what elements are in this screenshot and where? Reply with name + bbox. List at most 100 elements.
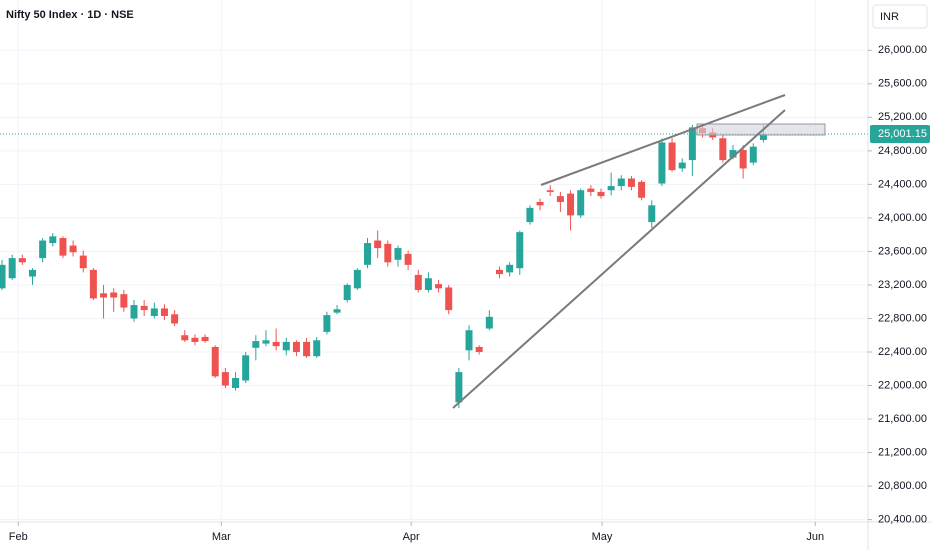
candle-body: [18, 258, 26, 263]
rectangle-drawing: [696, 123, 826, 136]
candle-body: [567, 193, 575, 216]
candle-body: [536, 201, 544, 206]
candle-body: [272, 341, 280, 347]
candle-body: [252, 341, 260, 348]
candle-body: [384, 243, 392, 263]
y-tick-label: 26,000.00: [878, 44, 927, 56]
candle-body: [130, 305, 138, 319]
y-tick-label: 22,800.00: [878, 312, 927, 324]
candle-body: [181, 335, 189, 341]
candle-body: [485, 316, 493, 329]
y-tick-label: 23,200.00: [878, 279, 927, 291]
candle-body: [506, 264, 514, 273]
y-tick-label: 22,000.00: [878, 379, 927, 391]
candle-body: [110, 292, 118, 298]
candle-body: [435, 284, 443, 289]
candle-body: [424, 278, 432, 290]
x-tick-label: Apr: [403, 531, 420, 543]
candle-body: [353, 269, 361, 289]
x-tick-label: Feb: [9, 531, 28, 543]
candle-body: [282, 341, 290, 351]
candle-body: [719, 138, 727, 161]
candle-body: [577, 190, 585, 216]
candle-body: [313, 340, 321, 357]
y-tick-label: 21,200.00: [878, 446, 927, 458]
y-tick-label: 24,000.00: [878, 212, 927, 224]
candle-body: [100, 293, 108, 298]
y-tick-label: 22,400.00: [878, 346, 927, 358]
candle-body: [627, 178, 635, 187]
candle-body: [648, 205, 656, 223]
candle-body: [597, 191, 605, 197]
candles: [0, 124, 767, 409]
candle-body: [262, 340, 270, 344]
currency-button[interactable]: [872, 4, 928, 29]
y-tick-label: 20,800.00: [878, 480, 927, 492]
y-tick-label: 25,200.00: [878, 111, 927, 123]
y-tick-label: 20,400.00: [878, 514, 927, 526]
candle-body: [242, 355, 250, 381]
y-tick-label: 24,800.00: [878, 145, 927, 157]
candle-body: [232, 377, 240, 389]
candle-body: [333, 309, 341, 313]
y-tick-label: 21,600.00: [878, 413, 927, 425]
candle-body: [221, 372, 229, 386]
candle-body: [658, 142, 666, 184]
candle-body: [445, 287, 453, 311]
x-tick-label: Jun: [806, 531, 824, 543]
candle-body: [455, 372, 463, 403]
currency-label[interactable]: INR: [880, 11, 899, 23]
candle-body: [638, 181, 646, 198]
chart-title: Nifty 50 Index · 1D · NSE: [6, 9, 134, 21]
candle-body: [475, 346, 483, 352]
candle-body: [69, 245, 77, 253]
candle-body: [323, 315, 331, 332]
candle-body: [759, 133, 767, 140]
candle-body: [211, 346, 219, 377]
candle-body: [546, 190, 554, 192]
candle-body: [59, 238, 67, 256]
candle-body: [120, 294, 128, 308]
trendline-lower: [452, 109, 786, 409]
candle-body: [160, 308, 168, 316]
candle-body: [587, 188, 595, 192]
candle-body: [688, 127, 696, 161]
candle-body: [292, 341, 300, 352]
candle-body: [465, 330, 473, 351]
candle-body: [303, 341, 311, 357]
candle-body: [374, 240, 382, 249]
last-price-box: [870, 124, 930, 143]
candle-body: [495, 269, 503, 275]
candle-body: [729, 150, 737, 158]
candle-body: [89, 269, 97, 299]
x-tick-label: Mar: [212, 531, 231, 543]
candle-body: [607, 186, 615, 191]
candle-body: [617, 178, 625, 187]
candle-body: [749, 146, 757, 163]
candle-body: [191, 337, 199, 342]
candle-body: [404, 253, 412, 265]
candle-body: [526, 207, 534, 223]
candle-body: [678, 162, 686, 169]
axes: 20,400.00 20,800.00 21,200.00 21,600.00 22,0…: [9, 44, 930, 543]
candle-body: [394, 248, 402, 260]
candle-body: [150, 308, 158, 316]
x-tick-label: May: [592, 531, 613, 543]
candle-body: [49, 236, 57, 244]
candle-body: [516, 232, 524, 269]
candle-body: [28, 269, 36, 277]
candle-body: [739, 150, 747, 169]
candle-body: [556, 196, 564, 202]
candle-body: [39, 240, 47, 259]
trendline-upper: [540, 94, 786, 186]
candle-body: [201, 336, 209, 342]
last-price-label: 25,001.15: [878, 128, 927, 140]
candle-body: [0, 264, 6, 289]
candle-body: [171, 314, 179, 324]
y-tick-label: 24,400.00: [878, 178, 927, 190]
candle-body: [343, 284, 351, 301]
candle-body: [8, 258, 16, 279]
candle-body: [79, 255, 87, 269]
